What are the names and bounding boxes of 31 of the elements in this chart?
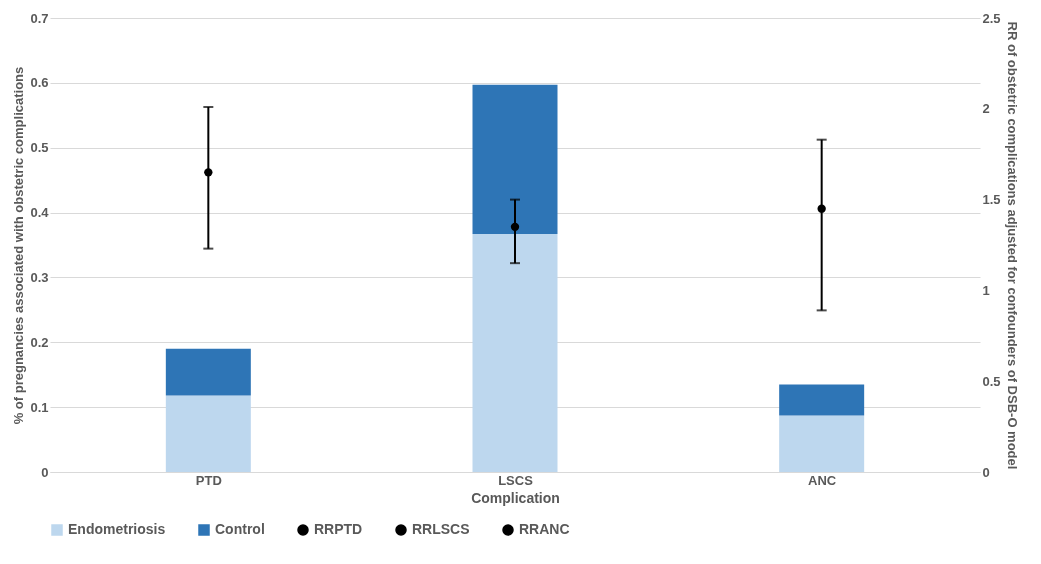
legend-label: Control bbox=[215, 521, 265, 537]
bar bbox=[779, 415, 865, 472]
y-tick-label: 0.3 bbox=[30, 269, 49, 285]
bar bbox=[472, 84, 558, 234]
x-axis-title: Complication bbox=[471, 489, 560, 506]
x-tick-label: ANC bbox=[808, 472, 837, 488]
bar bbox=[472, 233, 558, 472]
y-tick-label: 0.6 bbox=[30, 75, 49, 91]
bar bbox=[165, 348, 251, 396]
y-tick-label: 0.7 bbox=[30, 10, 49, 26]
y-tick-label: 0 bbox=[41, 464, 49, 480]
y2-tick-label: 2 bbox=[982, 101, 990, 117]
y-tick-label: 0.4 bbox=[30, 205, 50, 221]
y-tick-label: 0.2 bbox=[30, 334, 49, 350]
legend-label: RRPTD bbox=[314, 521, 363, 537]
y2-axis-title: RR of obstetric complications adjusted for confounders of DSB-O model bbox=[1004, 21, 1020, 470]
x-tick-label: PTD bbox=[195, 472, 222, 488]
y2-tick-label: 0.5 bbox=[982, 373, 1001, 389]
x-tick-label: LSCS bbox=[498, 472, 534, 488]
bar bbox=[165, 395, 251, 472]
y2-tick-label: 1 bbox=[982, 282, 990, 298]
y-axis-title: % of pregnancies associated with obstetric complications bbox=[11, 66, 27, 425]
bar bbox=[779, 384, 865, 416]
legend-label: RRANC bbox=[519, 521, 570, 537]
y-tick-label: 0.5 bbox=[30, 140, 49, 156]
legend-label: RRLSCS bbox=[412, 521, 470, 537]
y2-tick-label: 0 bbox=[982, 464, 990, 480]
y-tick-label: 0.1 bbox=[30, 399, 49, 415]
y2-tick-label: 1.5 bbox=[982, 192, 1001, 208]
y2-tick-label: 2.5 bbox=[982, 10, 1001, 26]
legend-label: Endometriosis bbox=[68, 521, 166, 537]
